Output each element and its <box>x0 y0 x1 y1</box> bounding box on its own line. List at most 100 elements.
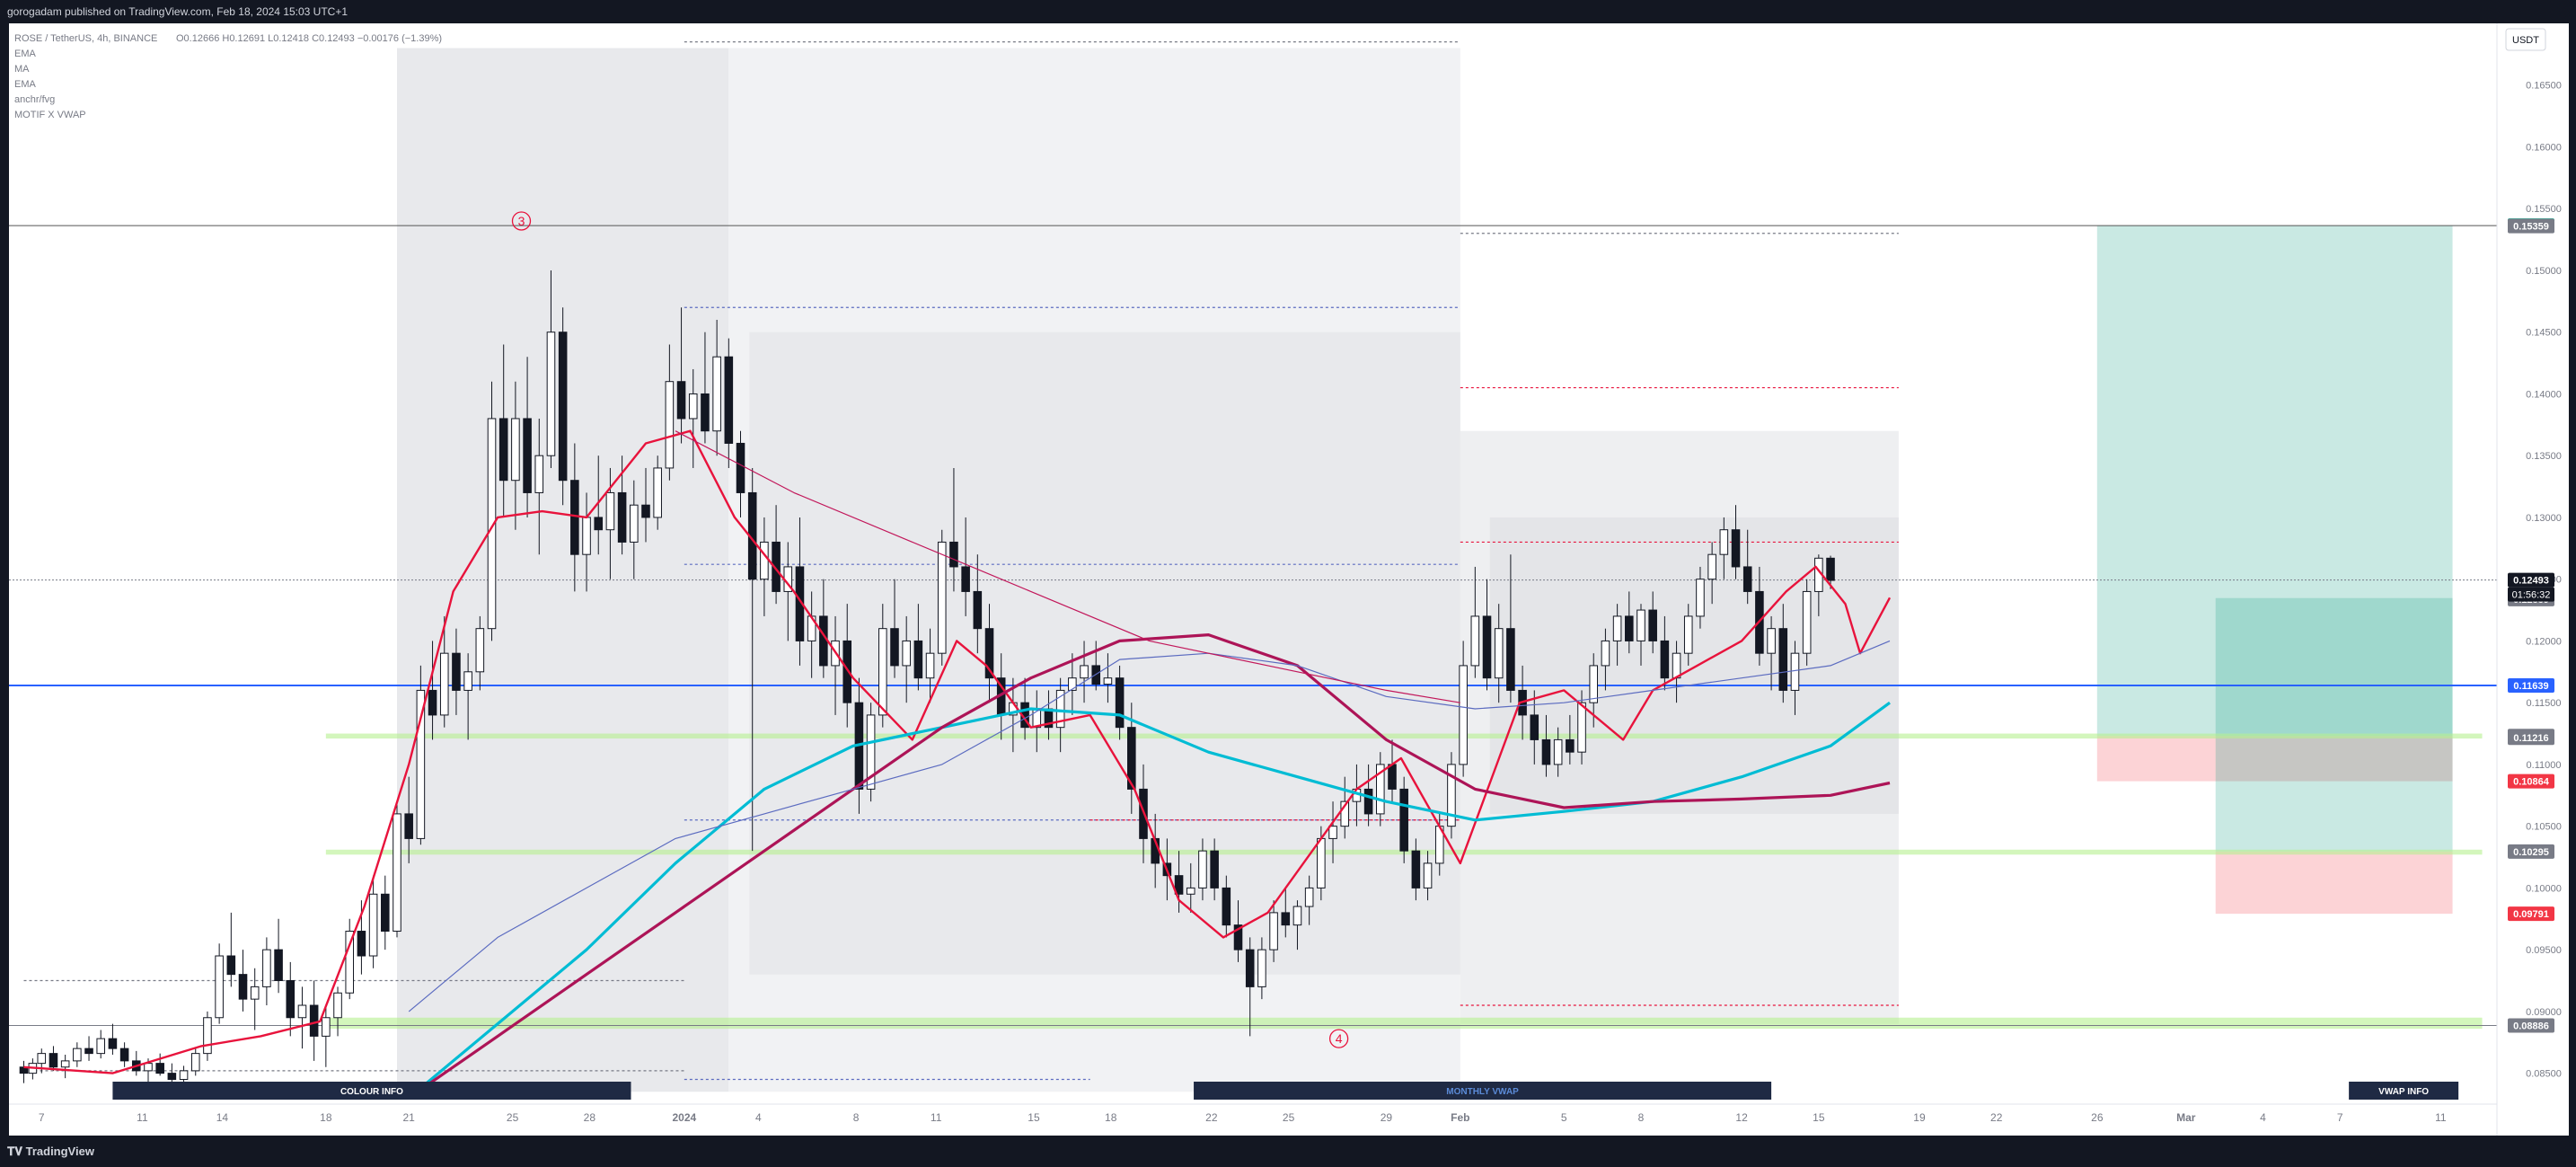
candle-body <box>203 1017 212 1055</box>
brand-name: TradingView <box>25 1145 94 1158</box>
candle-body <box>274 949 283 982</box>
candle-body <box>345 931 355 994</box>
legend-indicator-ma[interactable]: MA <box>14 64 30 75</box>
candle-body <box>1245 949 1255 987</box>
fvg-zone-2 <box>325 733 2483 739</box>
candle-body <box>1790 652 1800 691</box>
candle-body <box>1541 738 1551 765</box>
vwap-band-inner-2 <box>749 332 1460 975</box>
candle-body <box>167 1073 177 1081</box>
vwap-line <box>408 640 1891 1012</box>
currency-box[interactable] <box>2505 28 2546 51</box>
y-tick-label: 0.11000 <box>2527 760 2562 771</box>
candle-body <box>937 541 947 654</box>
x-tick-label: 11 <box>2435 1111 2447 1124</box>
y-tick-label: 0.15000 <box>2526 266 2562 277</box>
candle-body <box>1376 764 1385 815</box>
candle-body <box>1233 924 1243 950</box>
chart-frame[interactable]: 3 4 COLOUR INFO MONTHLY VWAP VWAP INFO 7 11 14… <box>9 23 2569 1136</box>
candle-body <box>1269 912 1278 950</box>
countdown-label: 01:56:32 <box>2512 590 2551 601</box>
candle-body <box>1459 665 1468 765</box>
candle-body <box>913 640 923 679</box>
y-tick-label: 0.10500 <box>2526 822 2562 833</box>
candle-body <box>1411 850 1421 889</box>
x-tick-label: 26 <box>2091 1111 2104 1124</box>
candle-body <box>617 491 627 543</box>
candle-body <box>925 652 935 679</box>
countdown-tag <box>2508 587 2554 602</box>
y-tick-label: 0.16500 <box>2526 81 2562 92</box>
candle-body <box>155 1063 164 1074</box>
candle-body <box>1660 640 1670 679</box>
x-tick-label: 28 <box>584 1111 596 1124</box>
tradingview-logo[interactable]: 𝐓𝐕 TradingView <box>7 1145 94 1158</box>
vwap-band-inner-3 <box>1489 517 1899 814</box>
position-target-zone-2[interactable] <box>2215 597 2453 852</box>
candle-body <box>475 628 485 673</box>
currency-label[interactable]: USDT <box>2512 35 2539 46</box>
candle-body <box>1612 615 1622 641</box>
candle-body <box>641 504 650 518</box>
x-tick-label: 18 <box>320 1111 332 1124</box>
position-target-zone-1[interactable] <box>2096 225 2453 737</box>
legend-indicator-vwap[interactable]: MOTIF X VWAP <box>14 110 86 120</box>
candle-body <box>1683 615 1693 654</box>
y-tick-label: 0.13500 <box>2526 451 2562 462</box>
candle-body <box>1601 640 1610 667</box>
candle-body <box>226 955 236 976</box>
candle-body <box>665 381 675 469</box>
x-tick-label: 15 <box>1813 1111 1825 1124</box>
ema-slow-line <box>408 701 1891 1100</box>
candle-body <box>1648 609 1657 641</box>
candle-body <box>1494 628 1504 679</box>
ma-line <box>408 633 1891 1100</box>
y-tick-label: 0.13000 <box>2526 513 2562 524</box>
x-tick-label: 22 <box>1205 1111 1218 1124</box>
candle-body <box>1080 665 1089 679</box>
info-box-3[interactable] <box>2349 1082 2459 1100</box>
wave-label-1[interactable]: 3 <box>518 214 525 228</box>
price-tag <box>2508 906 2554 922</box>
footer-bar: 𝐓𝐕 TradingView <box>0 1136 2576 1167</box>
candle-body <box>1068 677 1077 691</box>
legend-symbol: ROSE / TetherUS, 4h, BINANCE <box>14 33 157 44</box>
price-chart[interactable]: 3 4 COLOUR INFO MONTHLY VWAP VWAP INFO 7 11 14… <box>9 23 2569 1136</box>
candle-body <box>428 689 437 716</box>
x-tick-label: 11 <box>137 1111 148 1124</box>
candle-body <box>322 1017 331 1037</box>
candle-body <box>498 418 508 482</box>
wave-label-circle-2[interactable] <box>1328 1029 1349 1048</box>
info-box-label-1[interactable]: COLOUR INFO <box>340 1087 403 1097</box>
candle-body <box>605 491 615 531</box>
position-stop-zone-1[interactable] <box>2096 736 2453 782</box>
price-tag <box>2508 1018 2554 1033</box>
candle-body <box>984 628 994 679</box>
wave-label-circle-1[interactable] <box>511 211 532 231</box>
candle-body <box>1317 837 1326 889</box>
legend-indicator-anchr[interactable]: anchr/fvg <box>14 94 55 105</box>
candle-body <box>1553 738 1563 765</box>
series-layer <box>23 429 1892 1100</box>
legend-indicator-ema-2[interactable]: EMA <box>14 79 37 90</box>
candle-body <box>1530 714 1539 740</box>
price-tag-label: 0.10864 <box>2513 777 2550 788</box>
ema-fast-line <box>23 429 1892 1074</box>
info-box-label-2[interactable]: MONTHLY VWAP <box>1446 1087 1519 1097</box>
candle-body <box>534 455 544 493</box>
info-box-2[interactable] <box>1194 1082 1772 1100</box>
wave-label-2[interactable]: 4 <box>1336 1031 1343 1046</box>
candle-body <box>1292 906 1302 926</box>
candle-body <box>630 504 639 543</box>
candle-body <box>119 1048 129 1062</box>
candle-body <box>676 381 686 420</box>
y-tick-label: 0.12000 <box>2526 636 2562 647</box>
position-stop-zone-2[interactable] <box>2215 851 2453 915</box>
candle-body <box>1696 579 1705 617</box>
candle-body <box>961 566 970 592</box>
info-box-1[interactable] <box>112 1082 631 1100</box>
x-tick-label: 2024 <box>673 1111 697 1124</box>
annotations-layer: 3 4 COLOUR INFO MONTHLY VWAP VWAP INFO <box>112 211 2459 1100</box>
info-box-label-3[interactable]: VWAP INFO <box>2378 1087 2429 1097</box>
legend-indicator-ema-1[interactable]: EMA <box>14 49 37 59</box>
